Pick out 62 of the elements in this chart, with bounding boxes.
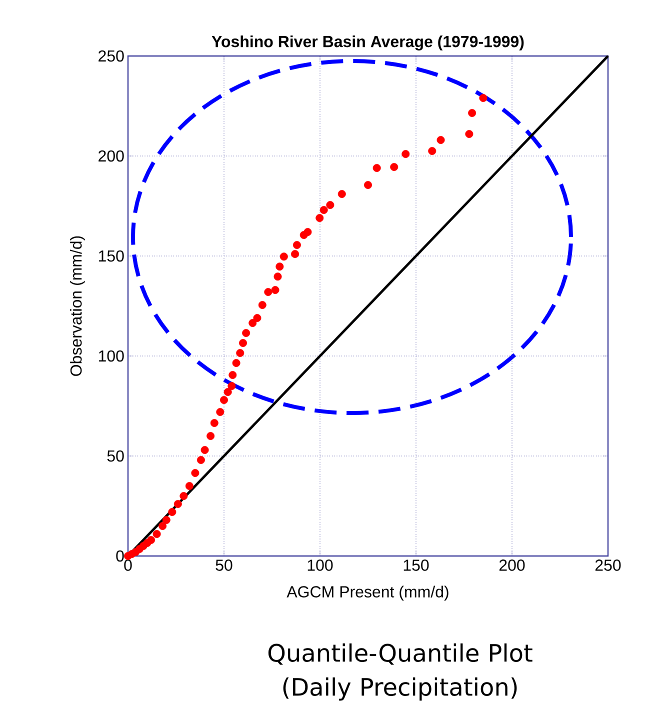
point	[479, 94, 488, 102]
text: Quantile-Quantile Plot (Daily Precipitation)	[268, 643, 532, 701]
point	[228, 382, 236, 390]
y-tick-label: 200	[98, 150, 124, 162]
x-tick-label: 0	[124, 560, 132, 571]
point	[304, 228, 312, 236]
x-tick-label: 200	[499, 560, 525, 571]
point	[224, 388, 232, 396]
point	[242, 328, 250, 337]
point	[236, 348, 244, 357]
point	[428, 146, 436, 155]
point	[180, 492, 188, 500]
x-tick-label: 150	[404, 560, 429, 571]
point	[253, 314, 262, 322]
point	[216, 408, 224, 416]
point	[291, 250, 300, 258]
point	[228, 370, 237, 379]
x-tick-label: 100	[308, 560, 333, 571]
y-tick-label: 250	[98, 50, 124, 62]
point	[147, 536, 156, 544]
point	[196, 456, 205, 464]
point	[271, 286, 280, 294]
point	[292, 240, 301, 249]
point	[220, 396, 228, 404]
y-tick-label: 50	[107, 450, 124, 462]
point	[338, 190, 346, 198]
point	[258, 300, 266, 309]
point	[191, 468, 200, 477]
x-tick-label: 50	[216, 560, 232, 571]
chart-title: Yoshino River Basin Average (1979-1999)	[212, 35, 524, 50]
point	[185, 482, 194, 490]
y-tick-label: 100	[98, 350, 124, 362]
point	[152, 530, 161, 538]
point	[372, 164, 381, 172]
point	[206, 432, 215, 440]
point	[274, 272, 282, 281]
x-axis-title: AGCM Present (mm/d)	[286, 586, 448, 601]
point	[162, 516, 170, 524]
point	[248, 318, 257, 327]
x-tick-label: 250	[595, 560, 621, 571]
point	[468, 108, 476, 117]
point	[232, 358, 240, 367]
point	[276, 262, 284, 271]
point	[316, 214, 324, 222]
y-tick-label: 150	[98, 250, 124, 262]
point	[210, 418, 218, 427]
point	[465, 130, 474, 138]
point	[436, 136, 445, 144]
point	[364, 180, 372, 189]
point	[390, 162, 398, 171]
y-axis-title: Observation (mm/d)	[70, 236, 85, 376]
point	[264, 288, 272, 296]
point	[174, 500, 182, 508]
point	[280, 252, 288, 261]
point	[158, 522, 167, 530]
point	[402, 150, 410, 158]
point	[326, 200, 334, 209]
point	[168, 508, 176, 516]
y-tick-label: 0	[116, 550, 124, 562]
point	[320, 206, 328, 214]
point	[239, 338, 248, 347]
point	[200, 446, 209, 454]
